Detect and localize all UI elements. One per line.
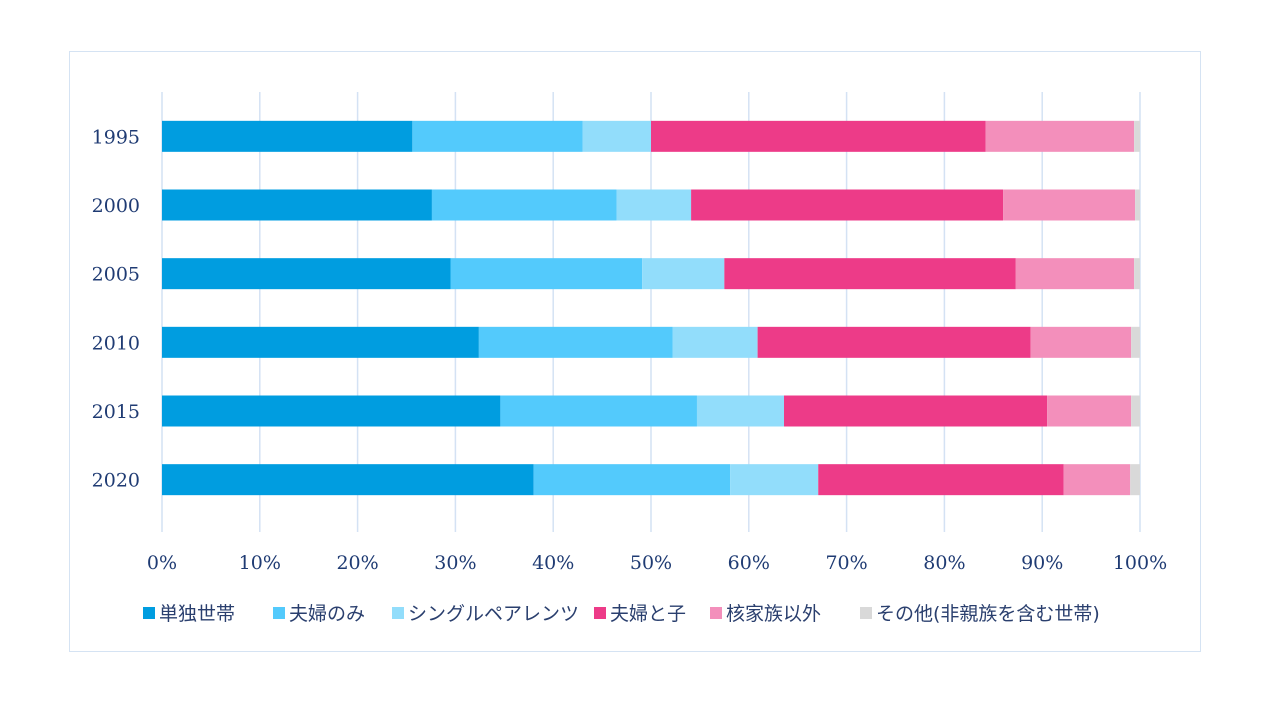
bar-segment [533,464,731,496]
bar-segment [1047,395,1132,427]
bar-segment [1015,258,1135,290]
legend-swatch [594,607,606,619]
x-tick-label: 0% [147,552,177,574]
legend-swatch [273,607,285,619]
bar-segment [162,120,413,152]
legend-label: その他(非親族を含む世帯) [876,603,1100,625]
x-tick-label: 80% [923,552,965,574]
bar-segment [450,258,643,290]
bar-segment [162,189,432,221]
legend-label: 夫婦のみ [289,603,365,625]
x-tick-label: 60% [728,552,770,574]
y-category-label: 1995 [92,126,140,148]
bar-segment [672,326,758,358]
bar-segment [1131,326,1140,358]
bar-segment [162,464,534,496]
y-category-label: 2015 [92,401,140,423]
bar-segment [1131,395,1140,427]
bar-segment [642,258,725,290]
bar-segment [1003,189,1136,221]
legend-swatch [392,607,404,619]
legend: 単独世帯 夫婦のみ シングルペアレンツ 夫婦と子 核家族以外 その他(非親族を含む世帯) [143,603,1100,625]
x-tick-label: 70% [825,552,867,574]
bar-segment [730,464,819,496]
bar-segment [1063,464,1131,496]
gridlines [161,92,1141,532]
bar-segment [696,395,785,427]
bar-segment [478,326,673,358]
legend-swatch [143,607,155,619]
bar-segment [162,395,501,427]
bar-segment [1030,326,1132,358]
bar-segment [162,326,479,358]
y-axis-labels: 1995 2000 2005 2010 2015 2020 [92,126,140,491]
x-tick-label: 40% [532,552,574,574]
x-tick-label: 10% [239,552,281,574]
y-category-label: 2000 [92,195,140,217]
bar-segment [985,120,1135,152]
legend-label: 単独世帯 [159,603,235,625]
legend-label: 核家族以外 [726,603,821,625]
bar-segment [1134,258,1140,290]
y-category-label: 2005 [92,264,140,286]
bar-segment [724,258,1016,290]
bars [162,120,1140,496]
bar-segment [784,395,1048,427]
bar-segment [582,120,651,152]
bar-segment [651,120,986,152]
legend-swatch [860,607,872,619]
x-tick-label: 30% [434,552,476,574]
legend-label: シングルペアレンツ [408,603,579,625]
x-tick-label: 90% [1021,552,1063,574]
bar-segment [431,189,617,221]
bar-segment [757,326,1031,358]
bar-segment [1130,464,1140,496]
x-tick-label: 100% [1113,552,1167,574]
bar-segment [412,120,583,152]
bar-segment [616,189,692,221]
y-category-label: 2010 [92,332,140,354]
legend-swatch [710,607,722,619]
x-axis-labels: 0% 10% 20% 30% 40% 50% 60% 70% 80% 90% 100% [147,552,1167,574]
legend-label: 夫婦と子 [610,603,686,625]
x-tick-label: 50% [630,552,672,574]
bar-segment [162,258,451,290]
bar-segment [1134,120,1140,152]
bar-segment [691,189,1004,221]
y-category-label: 2020 [92,470,140,492]
x-tick-label: 20% [336,552,378,574]
bar-segment [500,395,697,427]
bar-segment [818,464,1064,496]
bar-segment [1135,189,1140,221]
